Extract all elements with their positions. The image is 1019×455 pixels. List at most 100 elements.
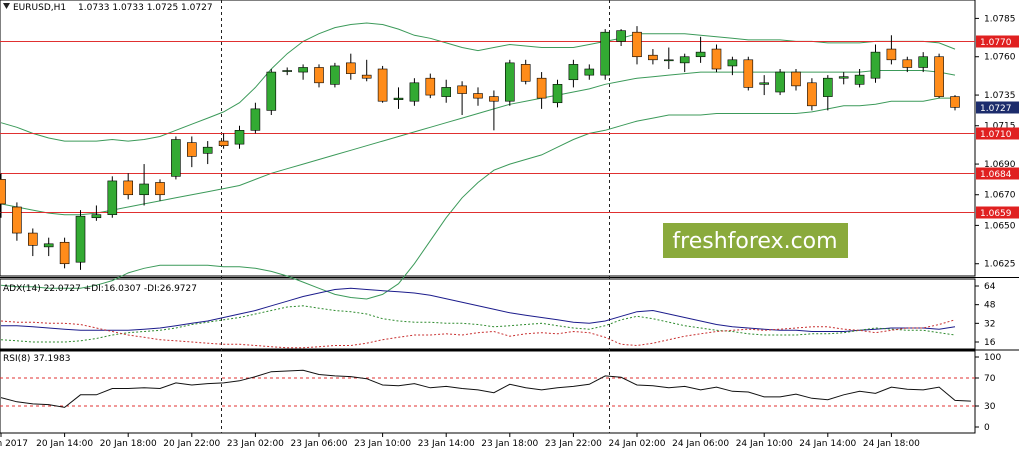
candle-body	[711, 48, 722, 70]
adx-tick-label: 48	[984, 301, 996, 311]
candle-body	[791, 71, 801, 87]
candle-body	[441, 87, 452, 97]
watermark-background	[663, 223, 848, 258]
candle-body	[123, 180, 133, 196]
time-tick-label: 24 Jan 18:00	[863, 439, 920, 449]
candle-body	[568, 64, 579, 81]
candle-body	[377, 68, 388, 102]
candle-body	[107, 180, 118, 215]
candle-body	[234, 130, 245, 145]
price-level-tag	[976, 167, 1019, 180]
price-tick-label: 1.0735	[984, 91, 1016, 101]
price-level-label: 1.0684	[980, 170, 1012, 180]
adx-line	[1, 287, 956, 332]
candle-body	[727, 59, 738, 67]
candle-body	[648, 54, 658, 61]
price-level-label: 1.0770	[980, 38, 1012, 48]
dropdown-triangle-icon	[3, 3, 10, 9]
price-panel	[0, 22, 975, 300]
candle-body	[409, 82, 420, 102]
current-price-tag	[976, 101, 1019, 114]
candle-body	[59, 241, 70, 265]
candle-body	[950, 96, 960, 108]
candle-body	[187, 142, 197, 157]
candle-body	[91, 214, 102, 219]
candle-body	[393, 97, 404, 100]
candle-body	[632, 31, 642, 58]
bollinger-lower-line	[0, 97, 955, 300]
price-level-label: 1.0659	[980, 209, 1012, 219]
time-tick-label: 20 Jan 2017	[0, 439, 28, 449]
candle-body	[902, 59, 913, 68]
adx-tick-label: 16	[984, 338, 996, 348]
price-tick-label: 1.0715	[984, 122, 1016, 132]
rsi-tick-label: 100	[984, 353, 1001, 363]
price-tick-label: 1.0785	[984, 14, 1016, 24]
candle-body	[282, 70, 293, 72]
time-tick-label: 20 Jan 18:00	[100, 439, 157, 449]
price-panel-frame	[0, 0, 976, 277]
candle-body	[457, 85, 467, 94]
watermark-badge: freshforex.com	[663, 223, 848, 258]
rsi-panel-frame	[0, 350, 976, 434]
ohlc-values: 1.0733 1.0733 1.0725 1.0727	[78, 3, 213, 13]
price-tick-label: 1.0650	[984, 221, 1016, 231]
candle-body	[27, 232, 38, 246]
time-tick-label: 24 Jan 10:00	[736, 439, 793, 449]
time-tick-label: 23 Jan 22:00	[545, 439, 602, 449]
current-price-label: 1.0727	[980, 104, 1012, 114]
candle-body	[489, 96, 499, 102]
candle-body	[759, 82, 770, 85]
candle-body	[822, 77, 833, 97]
candle-body	[584, 68, 595, 76]
candle-body	[345, 62, 356, 74]
time-tick-label: 23 Jan 06:00	[291, 439, 348, 449]
rsi-title: RSI(8) 37.1983	[3, 354, 70, 364]
time-tick-label: 20 Jan 14:00	[36, 439, 93, 449]
chart-header: EURUSD,H1 1.0733 1.0733 1.0725 1.0727	[3, 3, 213, 13]
price-level-tag	[976, 206, 1019, 219]
price-tick-label: 1.0690	[984, 160, 1016, 170]
candle-body	[552, 84, 563, 104]
adx-panel	[0, 287, 956, 349]
candle-body	[775, 71, 785, 93]
candle-body	[250, 108, 261, 131]
price-tick-label: 1.0625	[984, 260, 1016, 270]
price-level-label: 1.0710	[980, 130, 1012, 140]
candle-body	[218, 140, 229, 146]
adx-title: ADX(14) 22.0727 +DI:16.0307 -DI:26.9727	[3, 284, 197, 294]
candle-body	[504, 62, 515, 102]
price-level-tag	[976, 35, 1019, 48]
di-plus-line	[0, 305, 956, 343]
candle-body	[266, 71, 277, 111]
time-tick-label: 24 Jan 06:00	[672, 439, 729, 449]
candle-body	[663, 59, 674, 62]
rsi-line	[0, 369, 971, 408]
candle-body	[838, 76, 849, 79]
price-tick-label: 1.0670	[984, 191, 1016, 201]
candle-body	[139, 183, 149, 196]
candle-body	[934, 56, 944, 97]
price-tick-label: 1.0760	[984, 53, 1016, 63]
candle-body	[886, 48, 897, 61]
di-minus-line	[0, 319, 956, 349]
time-tick-label: 20 Jan 22:00	[163, 439, 220, 449]
candle-body	[520, 64, 531, 82]
adx-tick-label: 64	[984, 282, 996, 292]
price-level-tag	[976, 127, 1019, 140]
candle-body	[695, 51, 706, 58]
candle-body	[616, 30, 626, 42]
adx-panel-frame	[0, 278, 976, 350]
candle-body	[870, 51, 881, 79]
rsi-tick-label: 70	[984, 374, 996, 384]
candle-body	[155, 182, 165, 196]
time-tick-label: 24 Jan 14:00	[799, 439, 856, 449]
candle-body	[473, 93, 483, 99]
time-tick-label: 23 Jan 18:00	[481, 439, 538, 449]
rsi-tick-label: 0	[984, 423, 990, 433]
symbol-label: EURUSD,H1	[13, 3, 66, 13]
candle-body	[171, 139, 181, 177]
time-tick-label: 24 Jan 02:00	[609, 439, 666, 449]
candle-body	[0, 179, 6, 205]
